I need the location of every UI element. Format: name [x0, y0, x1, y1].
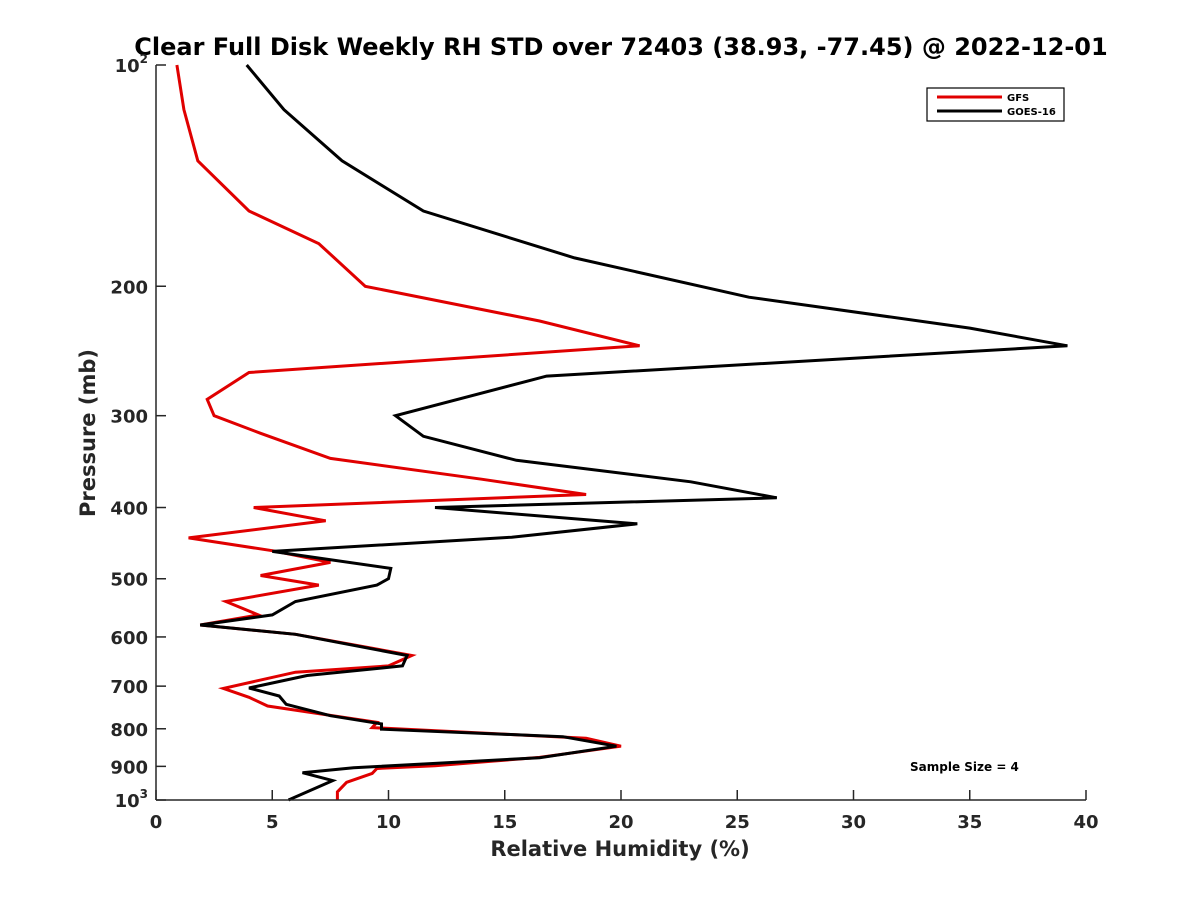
y-tick-label: 600: [110, 628, 148, 649]
sample-size-annotation: Sample Size = 4: [910, 760, 1019, 774]
y-tick-label: 200: [110, 277, 148, 298]
series-line-gfs: [175, 64, 640, 800]
y-tick-label: 900: [110, 757, 148, 778]
y-tick-label: 300: [110, 407, 148, 428]
y-tick-label: 700: [110, 677, 148, 698]
x-tick-label: 15: [492, 812, 517, 833]
legend: GFS GOES-16: [926, 87, 1065, 122]
x-axis-label: Relative Humidity (%): [490, 837, 749, 861]
plot-area: 0 5 10 15 20 25 30 35 40 102 200 300 400 500 600 700 800…: [110, 52, 1098, 833]
y-tick-label: 500: [110, 570, 148, 591]
y-tick-label: 103: [115, 787, 148, 812]
x-tick-label: 30: [841, 812, 866, 833]
x-tick-label: 20: [608, 812, 633, 833]
x-tick-label: 0: [150, 812, 163, 833]
x-tick-label: 40: [1073, 812, 1098, 833]
x-tick-label: 25: [725, 812, 750, 833]
y-tick-label: 102: [115, 52, 148, 77]
chart-title: Clear Full Disk Weekly RH STD over 72403…: [134, 33, 1107, 61]
legend-box: [926, 87, 1065, 122]
legend-label-goes-16: GOES-16: [1007, 107, 1056, 118]
series-line-goes-16: [199, 64, 1068, 802]
x-tick-label: 5: [266, 812, 279, 833]
y-tick-label: 800: [110, 720, 148, 741]
y-tick-label: 400: [110, 499, 148, 520]
x-tick-label: 10: [376, 812, 401, 833]
x-tick-label: 35: [957, 812, 982, 833]
legend-label-gfs: GFS: [1007, 93, 1029, 104]
y-axis-label: Pressure (mb): [76, 349, 100, 517]
